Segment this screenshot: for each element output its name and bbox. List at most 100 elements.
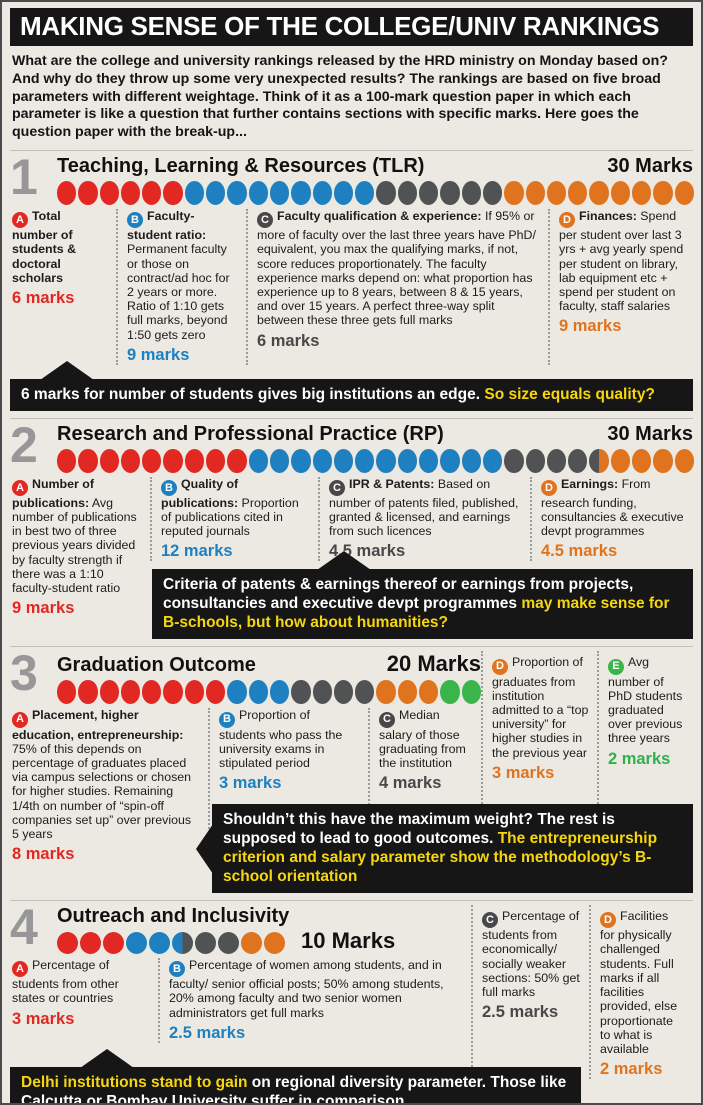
marks-dot-row — [57, 680, 481, 705]
param-text: 75% of this depends on percentage of gra… — [12, 741, 192, 841]
letter-a-badge: A — [12, 961, 28, 978]
mark-dot — [419, 180, 439, 205]
mark-dot — [482, 180, 503, 205]
mark-dot — [184, 448, 205, 473]
mark-dot — [440, 680, 460, 705]
mark-dot — [546, 180, 567, 205]
callout-text: Delhi institutions stand to gain — [21, 1074, 248, 1092]
mark-dot — [227, 680, 247, 705]
mark-dot — [269, 448, 290, 473]
param-2c: C IPR & Patents: Based on number of paten… — [318, 476, 530, 562]
param-lead: Faculty qualification & experience: — [277, 208, 482, 223]
param-lead: Finances: — [579, 208, 637, 223]
mark-dot — [78, 448, 98, 473]
mark-dot — [184, 180, 205, 205]
mark-dot — [142, 180, 162, 205]
callout-text: may make sense for B-schools, but how ab… — [163, 595, 670, 632]
mark-dot — [461, 180, 481, 205]
param-marks: 9 marks — [127, 345, 190, 364]
mark-dot — [568, 180, 588, 205]
param-2b: B Quality of publications: Proportion of … — [150, 476, 318, 562]
param-marks: 3 marks — [12, 1009, 75, 1028]
mark-dot — [163, 180, 183, 205]
letter-a-badge: A — [12, 711, 28, 728]
mark-dot — [172, 931, 193, 954]
section-1-header: 1 Teaching, Learning & Resources (TLR) 3… — [10, 148, 694, 205]
section-1-number: 1 — [10, 148, 38, 205]
param-lead: Placement, higher education, entrepreneu… — [12, 708, 184, 742]
mark-dot — [163, 680, 183, 705]
mark-dot — [206, 680, 226, 705]
param-marks: 3 marks — [219, 774, 282, 793]
mark-dot — [248, 180, 268, 205]
mark-dot — [57, 680, 77, 705]
param-marks: 9 marks — [12, 599, 75, 618]
mark-dot — [461, 448, 481, 473]
letter-b-badge: B — [169, 961, 185, 978]
section-4-header: 4 Outreach and Inclusivity 10 Marks — [10, 902, 471, 954]
arrow-left-icon — [196, 823, 213, 874]
marks-dot-row — [57, 448, 694, 473]
mark-dot — [248, 448, 268, 473]
mark-dot — [589, 448, 609, 473]
param-marks: 9 marks — [559, 317, 622, 336]
letter-d-badge: D — [491, 658, 508, 675]
section-3-params: A Placement, higher education, entreprene… — [10, 708, 481, 865]
mark-dot — [397, 680, 418, 705]
mark-dot — [291, 680, 311, 705]
callout-b-schools-humanities: Criteria of patents & earnings thereof o… — [152, 551, 693, 640]
section-2-number: 2 — [10, 416, 38, 473]
marks-dot-row — [57, 180, 694, 205]
mark-dot — [142, 448, 162, 473]
section-graduation-outcome: 3 Graduation Outcome 20 Marks A Placement… — [10, 647, 693, 902]
mark-dot — [149, 931, 170, 954]
mark-dot — [103, 931, 124, 954]
letter-b-badge: B — [127, 212, 143, 229]
marks-dot-row — [57, 931, 285, 954]
param-marks: 4 marks — [379, 774, 442, 793]
param-marks: 6 marks — [257, 331, 320, 350]
param-1d: D Finances: Spend per student over last 3… — [548, 208, 693, 365]
mark-dot — [195, 931, 216, 954]
mark-dot — [120, 180, 141, 205]
param-lead: IPR & Patents: — [349, 476, 435, 491]
section-outreach-inclusivity: 4 Outreach and Inclusivity 10 Marks A Per… — [10, 901, 693, 1103]
letter-d-badge: D — [541, 479, 557, 496]
mark-dot — [440, 448, 460, 473]
section-2-total-marks: 30 Marks — [607, 422, 693, 445]
mark-dot — [99, 448, 119, 473]
section-3-left: 3 Graduation Outcome 20 Marks A Placement… — [10, 648, 481, 865]
param-text: Percentage of students from other states… — [12, 958, 119, 1006]
param-text: Percentage of women among students, and … — [169, 958, 444, 1020]
intro-paragraph: What are the college and university rank… — [10, 46, 693, 151]
param-marks: 2 marks — [600, 1060, 663, 1079]
callout-text: Criteria of patents & earnings thereof o… — [163, 576, 634, 613]
param-1b: B Faculty-student ratio: Permanent facult… — [116, 208, 246, 365]
letter-d-badge: D — [559, 212, 575, 229]
param-marks: 8 marks — [12, 845, 75, 864]
mark-dot — [482, 448, 503, 473]
param-text: If 95% or more of faculty over the last … — [257, 208, 536, 328]
mark-dot — [206, 180, 226, 205]
mark-dot — [80, 931, 101, 954]
mark-dot — [504, 180, 524, 205]
param-lead: Faculty-student ratio: — [127, 208, 207, 243]
mark-dot — [504, 448, 524, 473]
callout-size-equals-quality: 6 marks for number of students gives big… — [10, 360, 693, 411]
param-text: Percentage of students from economically… — [482, 909, 580, 1000]
letter-c-badge: C — [257, 212, 273, 229]
mark-dot — [419, 448, 439, 473]
param-text: Facilities for physically challenged stu… — [600, 909, 678, 1056]
mark-dot — [568, 448, 588, 473]
mark-dot — [57, 448, 77, 473]
param-marks: 6 marks — [12, 288, 75, 307]
mark-dot — [632, 448, 652, 473]
mark-dot — [397, 448, 418, 473]
callout-text: 6 marks for number of students gives big… — [21, 385, 485, 403]
param-text: Median salary of those graduating from t… — [379, 708, 466, 770]
mark-dot — [525, 180, 545, 205]
section-1-title: Teaching, Learning & Resources (TLR) — [57, 154, 425, 177]
letter-c-badge: C — [379, 711, 395, 728]
param-lead: Number of publications: — [12, 476, 94, 510]
